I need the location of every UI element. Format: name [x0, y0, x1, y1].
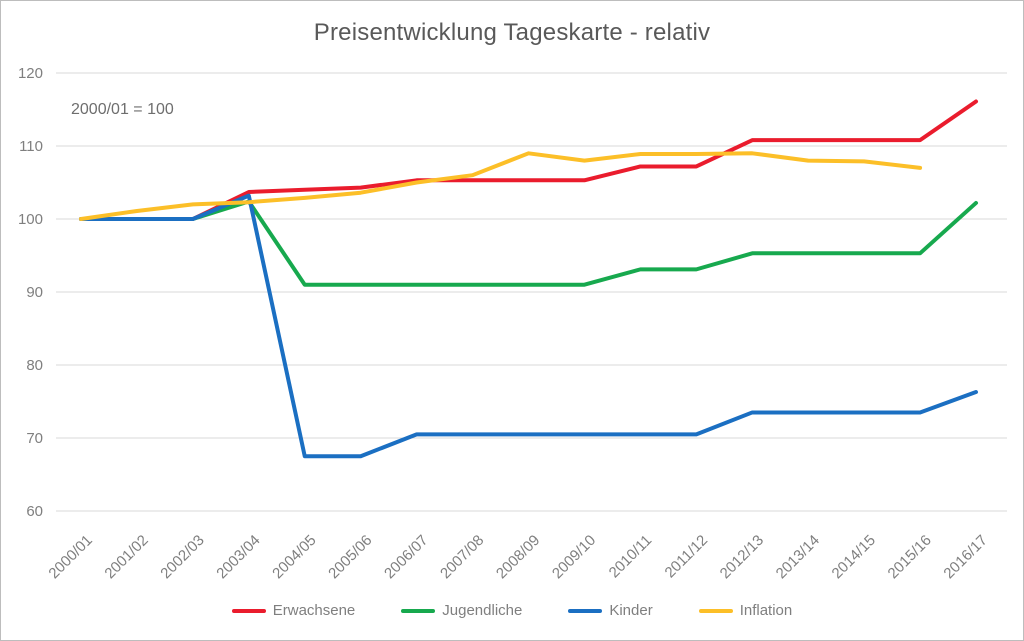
y-axis-tick-110: 110: [19, 138, 43, 155]
y-axis-tick-60: 60: [26, 503, 43, 520]
legend-item-erwachsene: Erwachsene: [231, 602, 356, 619]
x-axis-tick-2011-12: 2011/12: [662, 532, 712, 582]
baseline-annotation: 2000/01 = 100: [71, 101, 174, 118]
y-axis-tick-80: 80: [26, 357, 43, 374]
x-axis-tick-2006-07: 2006/07: [381, 532, 431, 582]
x-axis-tick-2010-11: 2010/11: [606, 532, 656, 582]
x-axis-tick-2003-04: 2003/04: [213, 532, 263, 582]
x-axis-tick-2016-17: 2016/17: [940, 532, 990, 582]
legend-swatch-jugendliche: [401, 608, 436, 613]
series-line-kinder: [79, 193, 978, 459]
x-axis-tick-2013-14: 2013/14: [773, 532, 823, 582]
x-axis-tick-2009-10: 2009/10: [549, 532, 599, 582]
chart-title: Preisentwicklung Tageskarte - relativ: [313, 19, 711, 46]
x-axis-tick-2001-02: 2001/02: [101, 532, 151, 582]
legend-item-kinder: Kinder: [568, 602, 653, 619]
x-axis-tick-2008-09: 2008/09: [493, 532, 543, 582]
chart-legend: Erwachsene Jugendliche Kinder Inflation: [1, 602, 1023, 619]
x-axis-tick-2005-06: 2005/06: [325, 532, 375, 582]
x-axis-tick-2012-13: 2012/13: [717, 532, 767, 582]
legend-label-kinder: Kinder: [609, 602, 653, 619]
y-axis-tick-70: 70: [26, 430, 43, 447]
x-axis-tick-2000-01: 2000/01: [45, 532, 95, 582]
x-axis-tick-2007-08: 2007/08: [437, 532, 487, 582]
x-axis-tick-2015-16: 2015/16: [885, 532, 935, 582]
y-axis-tick-90: 90: [26, 284, 43, 301]
legend-swatch-erwachsene: [231, 608, 266, 613]
y-axis-tick-100: 100: [18, 211, 43, 228]
x-axis-tick-2002-03: 2002/03: [157, 532, 207, 582]
series-line-inflation: [79, 151, 923, 221]
legend-item-jugendliche: Jugendliche: [401, 602, 522, 619]
legend-swatch-kinder: [568, 608, 603, 613]
series-line-jugendliche: [79, 199, 978, 287]
x-axis-tick-2004-05: 2004/05: [269, 532, 319, 582]
x-axis-tick-2014-15: 2014/15: [829, 532, 879, 582]
legend-swatch-inflation: [698, 608, 733, 613]
legend-label-jugendliche: Jugendliche: [442, 602, 523, 619]
y-axis-tick-120: 120: [18, 65, 43, 82]
legend-label-erwachsene: Erwachsene: [272, 602, 356, 619]
legend-label-inflation: Inflation: [739, 602, 793, 619]
legend-item-inflation: Inflation: [698, 602, 793, 619]
